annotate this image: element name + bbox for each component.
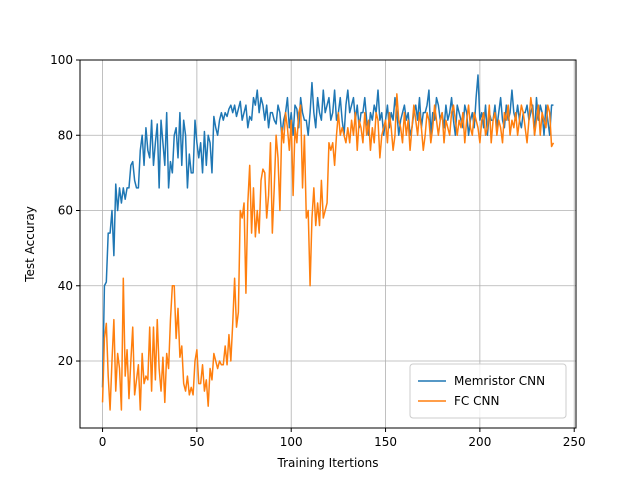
x-axis-label: Training Itertions [277,456,379,470]
y-tick-label: 60 [58,204,73,218]
x-tick-label: 200 [468,435,491,449]
x-tick-label: 150 [374,435,397,449]
series-line [101,93,555,411]
x-tick-label: 50 [189,435,204,449]
ticks: 0 50 100 150 200 250 20 40 60 80 100 [50,53,586,449]
y-axis-label: Test Accuray [23,206,37,283]
x-tick-label: 100 [280,435,303,449]
lines [101,74,555,411]
y-tick-label: 40 [58,279,73,293]
legend-box [409,363,567,419]
y-tick-label: 100 [50,53,73,67]
x-tick-label: 0 [99,435,107,449]
legend-label: FC CNN [454,394,499,408]
x-tick-label: 250 [563,435,586,449]
plot-frame [79,59,577,429]
legend-label: Memristor CNN [454,374,545,388]
legend: Memristor CNN FC CNN [409,363,567,419]
series-line [101,74,554,388]
y-tick-label: 80 [58,128,73,142]
y-tick-label: 20 [58,354,73,368]
